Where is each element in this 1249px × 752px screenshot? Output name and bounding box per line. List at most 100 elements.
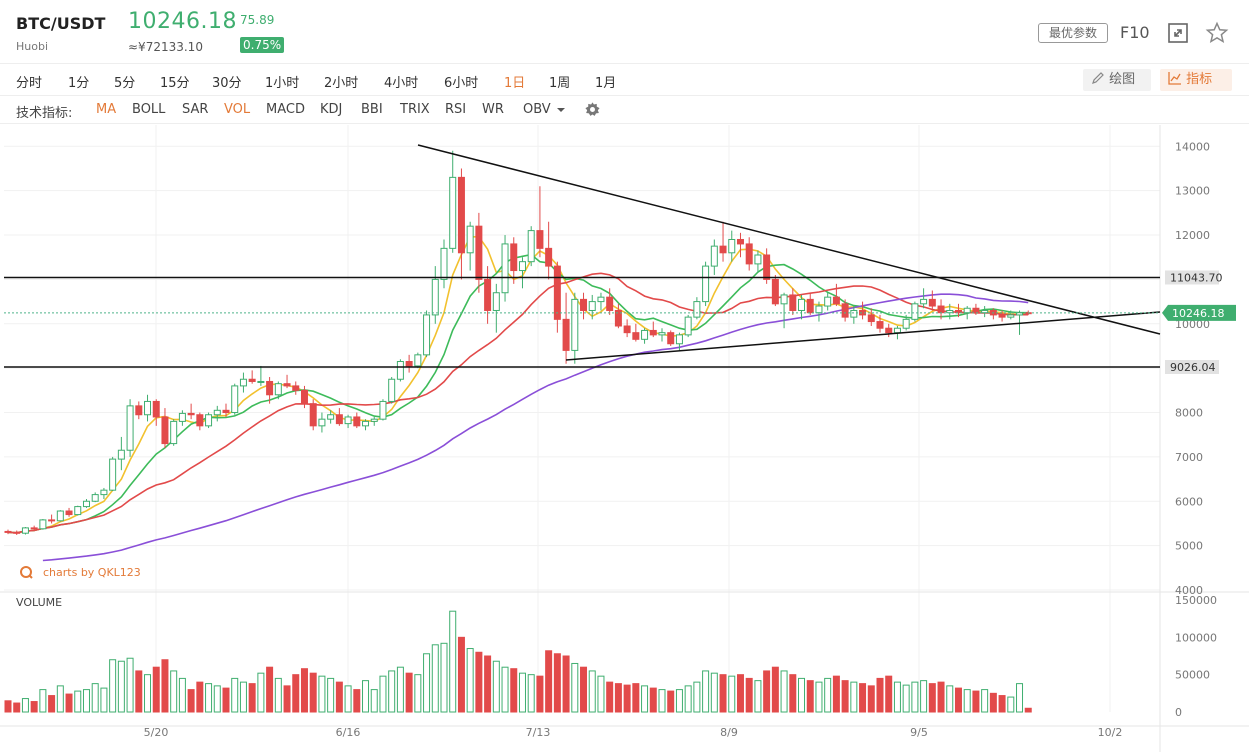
candle-body: [885, 327, 893, 334]
candle-body: [649, 329, 657, 336]
interval-tab[interactable]: 分时: [16, 76, 43, 91]
candle-body: [981, 309, 989, 314]
volume-bar: [205, 683, 213, 713]
candle-body: [946, 309, 954, 314]
volume-bar: [641, 685, 649, 713]
indicator-bbi[interactable]: BBI: [361, 102, 383, 117]
volume-bar: [702, 670, 710, 713]
interval-tab[interactable]: 15分: [160, 76, 190, 91]
volume-tick-label: 0: [1175, 706, 1182, 719]
current-price-tag-label: 10246.18: [1172, 307, 1225, 320]
candle-body: [562, 318, 570, 351]
gear-icon[interactable]: [584, 101, 601, 118]
volume-bar: [178, 677, 186, 713]
interval-tab[interactable]: 1小时: [265, 76, 300, 91]
candle-body: [388, 378, 396, 402]
volume-bar: [754, 680, 762, 713]
volume-bar: [414, 674, 422, 713]
interval-tab[interactable]: 1月: [595, 76, 617, 91]
draw-tool-button[interactable]: 绘图: [1083, 69, 1151, 91]
volume-bar: [693, 681, 701, 713]
x-tick-label: 6/16: [336, 726, 361, 739]
volume-bar: [989, 692, 997, 713]
volume-bar: [239, 681, 247, 713]
descending-trendline[interactable]: [417, 144, 1161, 335]
interval-tab[interactable]: 1分: [68, 76, 90, 91]
candle-body: [501, 243, 509, 294]
volume-bar: [815, 681, 823, 713]
volume-bar: [283, 685, 291, 713]
candle-body: [684, 316, 692, 336]
x-tick-label: 7/13: [526, 726, 551, 739]
interval-tab[interactable]: 4小时: [384, 76, 419, 91]
volume-bar: [4, 700, 12, 713]
candle-body: [431, 278, 439, 316]
volume-bar: [972, 690, 980, 713]
interval-tab[interactable]: 6小时: [444, 76, 479, 91]
candle-body: [178, 412, 186, 422]
candle-body: [274, 383, 282, 396]
candle-body: [405, 361, 413, 367]
volume-bar: [597, 675, 605, 713]
indicator-kdj[interactable]: KDJ: [320, 102, 343, 117]
candle-body: [353, 416, 361, 427]
optimal-params-button[interactable]: 最优参数: [1038, 23, 1108, 43]
candle-body: [928, 298, 936, 307]
candle-body: [117, 449, 125, 460]
interval-tab[interactable]: 2小时: [324, 76, 359, 91]
candle-body: [771, 278, 779, 305]
volume-bar: [571, 662, 579, 713]
candle-body: [606, 296, 614, 311]
indicator-wr[interactable]: WR: [482, 102, 504, 117]
candle-body: [309, 403, 317, 427]
indicator-tool-button[interactable]: 指标: [1160, 69, 1232, 91]
candle-body: [56, 510, 64, 522]
interval-tab[interactable]: 1周: [549, 76, 571, 91]
volume-bar: [423, 653, 431, 713]
candle-body: [170, 420, 178, 445]
indicator-boll[interactable]: BOLL: [132, 102, 166, 117]
volume-bar: [867, 685, 875, 713]
candle-body: [222, 409, 230, 414]
interval-tab[interactable]: 30分: [212, 76, 242, 91]
volume-bar: [841, 680, 849, 713]
candle-body: [39, 519, 47, 530]
volume-bar: [658, 689, 666, 713]
interval-tab[interactable]: 5分: [114, 76, 136, 91]
volume-bar: [370, 689, 378, 713]
volume-bar: [954, 687, 962, 713]
volume-bar: [74, 690, 82, 713]
pencil-icon: [1092, 72, 1104, 84]
price-chart[interactable]: 1400013000120001100010000900080007000600…: [0, 125, 1249, 752]
candle-body: [466, 225, 474, 254]
candle-body: [632, 332, 640, 340]
volume-bar: [388, 670, 396, 713]
indicator-sar[interactable]: SAR: [182, 102, 209, 117]
level-tag-label: 9026.04: [1170, 361, 1216, 374]
candle-body: [213, 409, 221, 416]
volume-bar: [806, 680, 814, 713]
volume-bar: [274, 677, 282, 713]
last-price: 10246.18: [128, 9, 237, 34]
indicator-ma[interactable]: MA: [96, 102, 117, 117]
candle-body: [614, 309, 622, 327]
candle-body: [13, 531, 21, 534]
volume-bar: [309, 672, 317, 713]
fullscreen-icon[interactable]: [1166, 21, 1190, 45]
indicator-vol[interactable]: VOL: [224, 102, 251, 117]
f10-button[interactable]: F10: [1120, 23, 1150, 42]
y-tick-label: 5000: [1175, 540, 1203, 553]
candle-body: [126, 405, 134, 451]
volume-bar: [850, 681, 858, 713]
indicator-trix[interactable]: TRIX: [400, 102, 430, 117]
ascending-trendline[interactable]: [565, 311, 1161, 361]
star-icon[interactable]: [1205, 21, 1229, 45]
indicator-rsi[interactable]: RSI: [445, 102, 467, 117]
indicator-macd[interactable]: MACD: [266, 102, 305, 117]
level-tag: [1165, 359, 1219, 374]
interval-tab-active[interactable]: 1日: [504, 76, 526, 91]
volume-bar: [588, 670, 596, 713]
level-tag: [1165, 270, 1219, 285]
indicator-obv[interactable]: OBV: [523, 102, 551, 117]
chevron-down-icon[interactable]: [556, 107, 566, 113]
